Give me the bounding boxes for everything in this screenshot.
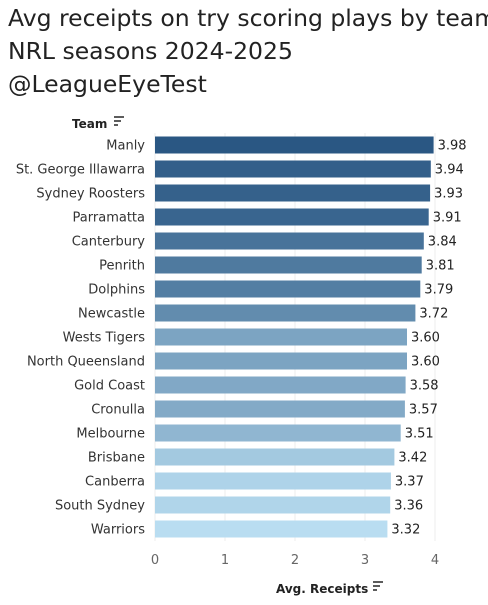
value-label: 3.58 xyxy=(410,379,439,394)
bar[interactable] xyxy=(155,328,407,346)
value-label: 3.91 xyxy=(433,211,462,226)
value-label: 3.81 xyxy=(426,259,455,274)
chart-subtitle-seasons: NRL seasons 2024-2025 xyxy=(8,37,293,65)
labels-layer: Manly 3.98 St. George Illawarra 3.94 Sydney … xyxy=(16,139,467,538)
bar[interactable] xyxy=(155,352,407,370)
sort-descending-icon[interactable] xyxy=(373,581,383,591)
category-label: Cronulla xyxy=(91,403,145,418)
value-label: 3.94 xyxy=(435,163,464,178)
bar[interactable] xyxy=(155,472,391,490)
category-label: Melbourne xyxy=(76,427,145,442)
category-label: St. George Illawarra xyxy=(16,163,145,178)
bar[interactable] xyxy=(155,208,429,226)
bar[interactable] xyxy=(155,136,434,154)
sort-descending-icon[interactable] xyxy=(114,116,124,126)
axis-layer: 0 1 2 3 4 Team Avg. Receipts xyxy=(72,116,439,596)
y-axis-title[interactable]: Team xyxy=(72,117,107,131)
bar[interactable] xyxy=(155,256,422,274)
category-label: Canterbury xyxy=(72,235,146,250)
bar[interactable] xyxy=(155,232,424,250)
bar[interactable] xyxy=(155,448,395,466)
category-label: Canberra xyxy=(85,475,145,490)
bar[interactable] xyxy=(155,496,391,514)
category-label: Newcastle xyxy=(78,307,145,322)
category-label: Warriors xyxy=(91,523,145,538)
category-label: Sydney Roosters xyxy=(36,187,145,202)
bar[interactable] xyxy=(155,184,431,202)
value-label: 3.72 xyxy=(419,307,448,322)
category-label: Dolphins xyxy=(88,283,145,298)
value-label: 3.42 xyxy=(398,451,427,466)
x-tick-label: 2 xyxy=(291,553,299,568)
bar[interactable] xyxy=(155,424,401,442)
value-label: 3.79 xyxy=(424,283,453,298)
chart-subtitle-handle: @LeagueEyeTest xyxy=(8,70,207,98)
category-label: Penrith xyxy=(99,259,145,274)
value-label: 3.98 xyxy=(438,139,467,154)
x-axis-title[interactable]: Avg. Receipts xyxy=(276,582,368,596)
category-label: Brisbane xyxy=(88,451,145,466)
category-label: Wests Tigers xyxy=(63,331,146,346)
value-label: 3.51 xyxy=(405,427,434,442)
bars-layer xyxy=(155,136,434,538)
category-label: Manly xyxy=(106,139,145,154)
bar[interactable] xyxy=(155,520,388,538)
category-label: Parramatta xyxy=(73,211,145,226)
x-tick-label: 4 xyxy=(431,553,439,568)
chart-title-block: Avg receipts on try scoring plays by tea… xyxy=(8,2,488,101)
value-label: 3.60 xyxy=(411,355,440,370)
category-label: South Sydney xyxy=(55,499,145,514)
value-label: 3.57 xyxy=(409,403,438,418)
chart-title: Avg receipts on try scoring plays by tea… xyxy=(8,4,488,32)
category-label: Gold Coast xyxy=(74,379,145,394)
x-tick-label: 3 xyxy=(361,553,369,568)
value-label: 3.37 xyxy=(395,475,424,490)
value-label: 3.60 xyxy=(411,331,440,346)
bar[interactable] xyxy=(155,160,431,178)
value-label: 3.36 xyxy=(394,499,423,514)
x-tick-label: 1 xyxy=(221,553,229,568)
value-label: 3.93 xyxy=(434,187,463,202)
bar[interactable] xyxy=(155,400,405,418)
bar[interactable] xyxy=(155,376,406,394)
bar[interactable] xyxy=(155,280,421,298)
x-tick-label: 0 xyxy=(151,553,159,568)
category-label: North Queensland xyxy=(27,355,145,370)
value-label: 3.32 xyxy=(391,523,420,538)
value-label: 3.84 xyxy=(428,235,457,250)
bar[interactable] xyxy=(155,304,416,322)
